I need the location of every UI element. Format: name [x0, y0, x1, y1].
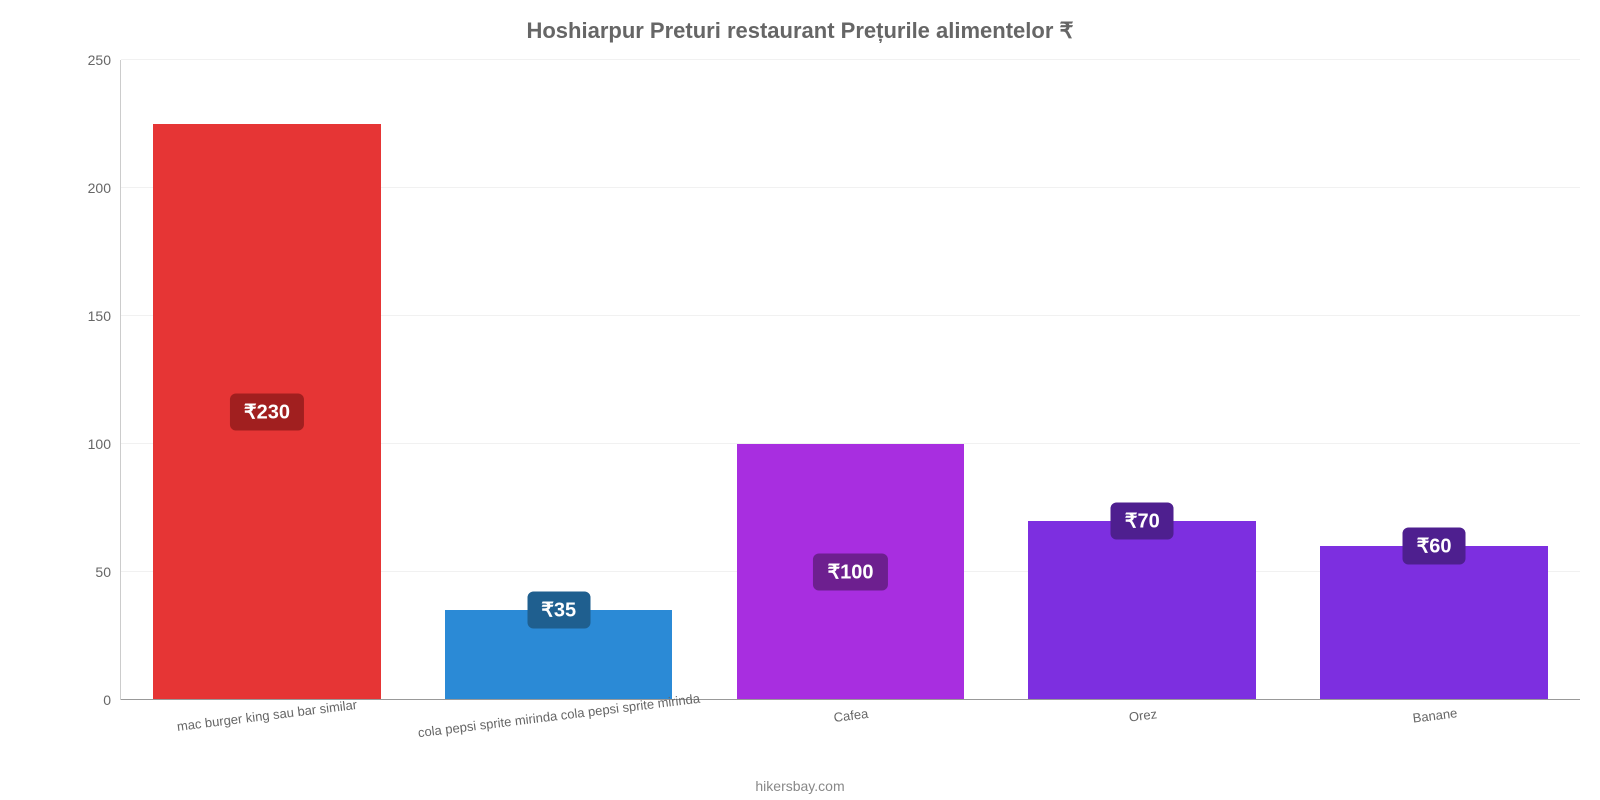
bar-slot: ₹100 — [705, 60, 997, 700]
chart-container: 050100150200250 ₹230₹35₹100₹70₹60 — [120, 60, 1580, 700]
bar-slot: ₹230 — [121, 60, 413, 700]
value-badge: ₹60 — [1403, 528, 1466, 565]
bar: ₹100 — [737, 444, 965, 700]
x-label-slot: Orez — [996, 700, 1288, 780]
x-axis-label: mac burger king sau bar similar — [176, 697, 358, 734]
bar-slot: ₹35 — [413, 60, 705, 700]
bar-slot: ₹70 — [996, 60, 1288, 700]
attribution-text: hikersbay.com — [755, 778, 844, 794]
y-tick-label: 0 — [61, 692, 121, 708]
bar: ₹70 — [1028, 521, 1256, 700]
x-label-slot: Cafea — [704, 700, 996, 780]
plot-area: 050100150200250 ₹230₹35₹100₹70₹60 — [120, 60, 1580, 700]
value-badge: ₹35 — [527, 592, 590, 629]
y-tick-label: 150 — [61, 308, 121, 324]
x-axis-label: Orez — [1128, 706, 1158, 724]
bar-slot: ₹60 — [1288, 60, 1580, 700]
bar: ₹230 — [153, 124, 381, 700]
value-badge: ₹230 — [230, 394, 304, 431]
y-tick-label: 50 — [61, 564, 121, 580]
bar: ₹35 — [445, 610, 673, 700]
x-label-slot: Banane — [1288, 700, 1580, 780]
y-tick-label: 100 — [61, 436, 121, 452]
y-tick-label: 200 — [61, 180, 121, 196]
y-tick-label: 250 — [61, 52, 121, 68]
x-axis-label: Cafea — [833, 706, 869, 725]
bars-region: ₹230 ₹35 ₹100 ₹70 ₹60 — [121, 60, 1580, 700]
chart-title: Hoshiarpur Preturi restaurant Prețurile … — [0, 0, 1600, 44]
x-labels-region: mac burger king sau bar similar cola peps… — [120, 700, 1580, 780]
bar: ₹60 — [1320, 546, 1548, 700]
value-badge: ₹100 — [813, 554, 887, 591]
x-axis-label: Banane — [1412, 705, 1458, 725]
x-label-slot: mac burger king sau bar similar — [120, 700, 412, 780]
x-label-slot: cola pepsi sprite mirinda cola pepsi spr… — [412, 700, 704, 780]
value-badge: ₹70 — [1111, 502, 1174, 539]
